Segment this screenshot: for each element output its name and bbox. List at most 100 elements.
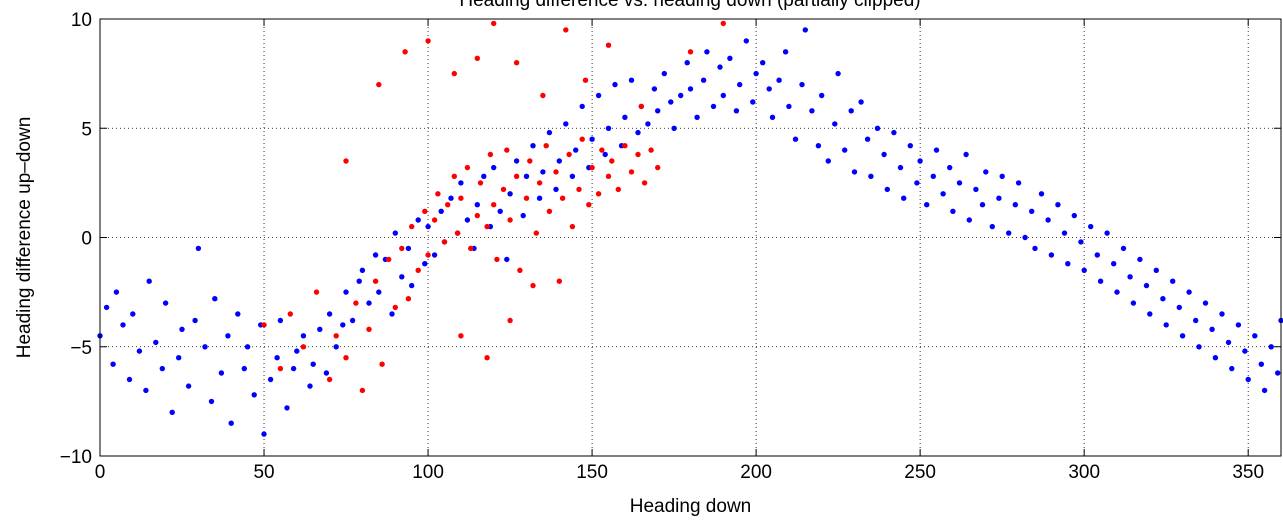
data-point: [284, 405, 290, 411]
data-point: [208, 398, 215, 405]
data-point: [973, 186, 979, 193]
data-point: [468, 245, 474, 252]
data-point: [300, 344, 307, 350]
data-point: [536, 180, 543, 186]
data-point: [553, 169, 559, 175]
data-point: [441, 239, 448, 245]
data-point: [333, 333, 339, 339]
data-point: [110, 361, 116, 367]
data-point: [802, 27, 808, 33]
data-point: [464, 164, 471, 171]
data-point: [494, 256, 500, 263]
data-point: [645, 121, 651, 127]
data-point: [533, 230, 539, 236]
data-point: [445, 202, 451, 208]
data-point: [1088, 223, 1094, 230]
data-point: [678, 92, 684, 99]
data-point: [448, 195, 454, 201]
x-tick-label: 0: [95, 462, 106, 483]
data-point: [635, 129, 641, 136]
data-point: [1032, 245, 1038, 252]
data-point: [884, 186, 890, 193]
series-0: [97, 27, 1283, 437]
data-point: [641, 180, 648, 186]
data-point: [543, 143, 549, 149]
chart-title: Heading difference vs. heading down (par…: [459, 0, 920, 11]
data-point: [1094, 252, 1101, 258]
data-point: [392, 230, 398, 236]
data-point: [760, 60, 766, 66]
data-point: [287, 311, 293, 317]
data-point: [405, 296, 412, 302]
data-point: [917, 158, 923, 164]
data-point: [491, 164, 497, 171]
data-point: [858, 99, 864, 105]
data-point: [487, 151, 494, 158]
data-point: [999, 173, 1005, 179]
data-point: [595, 92, 602, 99]
x-tick-label: 150: [576, 462, 608, 483]
data-point: [294, 348, 300, 354]
data-point: [786, 103, 792, 110]
data-point: [389, 311, 395, 317]
data-point: [1196, 344, 1202, 350]
data-point: [569, 173, 576, 179]
data-point: [615, 186, 621, 193]
data-point: [313, 289, 320, 295]
data-point: [530, 143, 536, 149]
data-point: [989, 223, 995, 230]
data-point: [874, 125, 881, 131]
data-point: [582, 77, 589, 83]
data-point: [225, 333, 231, 339]
data-point: [349, 317, 356, 324]
data-point: [477, 180, 484, 186]
data-point: [435, 191, 441, 197]
data-point: [638, 103, 644, 110]
data-point: [474, 55, 480, 61]
data-point: [185, 383, 192, 389]
data-point: [343, 355, 349, 361]
data-point: [1071, 212, 1078, 219]
data-point: [1022, 234, 1028, 241]
y-axis-label: Heading difference up–down: [14, 117, 35, 359]
data-point: [753, 70, 759, 77]
data-point: [566, 151, 572, 158]
data-point: [1186, 289, 1192, 295]
data-point: [523, 173, 530, 179]
data-point: [864, 136, 871, 142]
x-axis-label: Heading down: [630, 496, 751, 517]
data-point: [1029, 208, 1035, 214]
data-point: [622, 143, 628, 149]
data-point: [540, 92, 546, 99]
data-point: [251, 392, 257, 398]
data-point: [195, 245, 202, 252]
data-point: [1202, 300, 1209, 306]
data-point: [655, 164, 661, 171]
data-point: [579, 103, 585, 110]
data-point: [559, 195, 566, 201]
data-point: [914, 180, 920, 186]
data-point: [517, 267, 523, 273]
data-point: [458, 180, 464, 186]
data-point: [372, 278, 379, 284]
data-point: [573, 147, 579, 153]
data-point: [425, 38, 431, 44]
data-point: [595, 191, 602, 197]
data-point: [579, 136, 585, 142]
data-point: [359, 267, 366, 273]
data-point: [491, 20, 497, 27]
data-point: [720, 92, 726, 99]
data-point: [1242, 348, 1248, 354]
data-point: [415, 267, 421, 273]
data-point: [146, 278, 152, 284]
data-point: [1061, 230, 1068, 236]
data-point: [474, 202, 480, 208]
data-point: [399, 245, 405, 252]
data-point: [1006, 230, 1012, 236]
data-point: [454, 230, 461, 236]
data-point: [451, 70, 457, 77]
data-point: [513, 173, 520, 179]
data-point: [563, 121, 569, 127]
y-tick-label: 10: [71, 10, 92, 31]
